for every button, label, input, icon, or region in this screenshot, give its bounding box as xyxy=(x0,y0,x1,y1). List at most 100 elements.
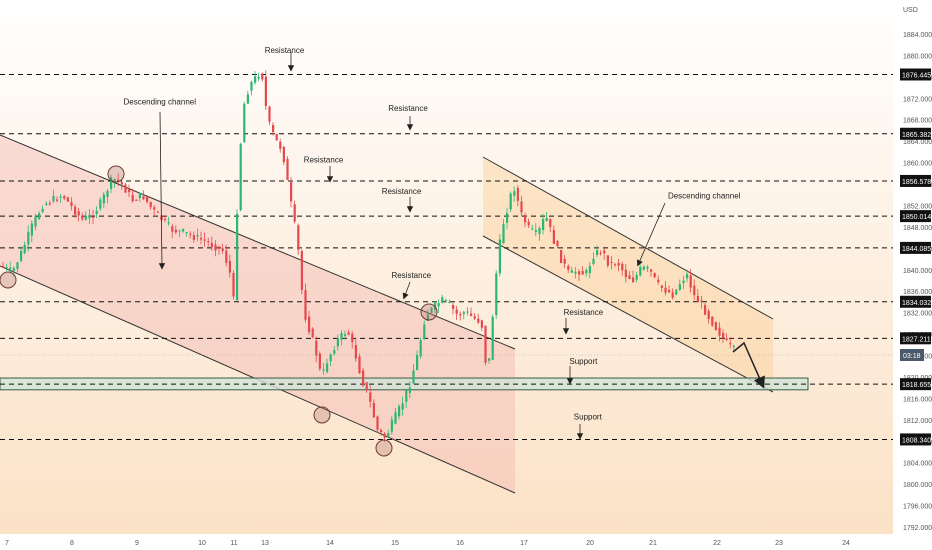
candle-body xyxy=(336,338,339,347)
x-tick-label: 7 xyxy=(5,540,9,547)
candle-body xyxy=(196,234,199,237)
candle-body xyxy=(567,266,570,270)
x-tick-label: 17 xyxy=(520,540,528,547)
candle-body xyxy=(340,332,343,340)
candle-body xyxy=(74,206,77,215)
candle-body xyxy=(606,255,609,266)
candle-body xyxy=(128,189,131,193)
right-channel-upper-line[interactable] xyxy=(482,156,774,320)
candle-body xyxy=(279,141,282,149)
candle-body xyxy=(27,231,30,245)
candle-body xyxy=(254,76,257,83)
annotation-label: Resistance xyxy=(388,104,428,113)
candle-body xyxy=(293,204,296,222)
candle-body xyxy=(142,196,145,200)
support-zone[interactable] xyxy=(0,377,809,391)
candle-body xyxy=(419,340,422,357)
candle-body xyxy=(365,382,368,391)
price-axis-background xyxy=(893,0,932,550)
candle-body xyxy=(556,241,559,247)
y-tick-label: 1852.000 xyxy=(903,203,932,210)
candle-body xyxy=(210,242,213,247)
candle-body xyxy=(732,346,735,348)
annotation-label: Descending channel xyxy=(124,98,197,107)
touch-circle xyxy=(313,406,331,424)
level-price-label: 1818.655 xyxy=(902,382,931,389)
candle-body xyxy=(725,338,728,340)
candle-body xyxy=(268,106,271,122)
candle-body xyxy=(488,358,491,361)
y-tick-label: 1880.000 xyxy=(903,53,932,60)
candle-body xyxy=(696,296,699,303)
candle-body xyxy=(563,259,566,264)
candle-body xyxy=(308,316,311,333)
candle-body xyxy=(502,224,505,244)
candle-body xyxy=(675,289,678,295)
touch-circle xyxy=(0,271,17,289)
candle-body xyxy=(99,199,102,209)
y-tick-label: 1860.000 xyxy=(903,161,932,168)
candle-body xyxy=(243,103,246,143)
candle-body xyxy=(671,292,674,298)
countdown-label: 03:18 xyxy=(903,353,921,360)
candle-body xyxy=(369,392,372,402)
candle-body xyxy=(315,340,318,356)
level-price-label: 1844.085 xyxy=(902,246,931,253)
candle-body xyxy=(200,238,203,240)
candle-body xyxy=(491,316,494,360)
candle-body xyxy=(477,318,480,323)
level-price-label: 1827.211 xyxy=(902,336,931,343)
left-channel-fill xyxy=(0,135,515,493)
y-tick-label: 1816.000 xyxy=(903,396,932,403)
y-tick-label: 1848.000 xyxy=(903,225,932,232)
candle-body xyxy=(272,125,275,133)
right-channel-lower-line[interactable] xyxy=(482,235,774,393)
left-channel-upper-line[interactable] xyxy=(0,134,516,350)
candle-body xyxy=(110,177,113,189)
candle-body xyxy=(617,262,620,266)
candle-body xyxy=(506,213,509,223)
candle-body xyxy=(192,235,195,240)
annotation-label: Resistance xyxy=(304,156,344,165)
level-price-badge xyxy=(900,210,931,223)
candle-body xyxy=(106,190,109,197)
level-price-label: 1865.382 xyxy=(902,132,931,139)
annotation-label: Resistance xyxy=(382,187,422,196)
level-price-badge xyxy=(900,127,931,140)
time-axis[interactable]: 7 8 9 10 11 13 14 15 16 17 20 21 22 23 24 xyxy=(5,540,850,547)
y-tick-label: 1840.000 xyxy=(903,268,932,275)
candle-body xyxy=(545,217,548,221)
candle-body xyxy=(635,274,638,280)
annotation-label: Support xyxy=(574,412,603,421)
projection-path xyxy=(732,341,765,389)
candle-body xyxy=(603,250,606,254)
candle-body xyxy=(473,316,476,319)
candle-body xyxy=(682,280,685,283)
candle-body xyxy=(38,213,41,219)
y-tick-label: 1832.000 xyxy=(903,311,932,318)
x-tick-label: 23 xyxy=(775,540,783,547)
level-price-badge xyxy=(900,295,931,308)
candle-body xyxy=(664,287,667,293)
candle-body xyxy=(102,194,105,204)
candle-body xyxy=(326,363,329,372)
candle-body xyxy=(275,134,278,141)
candle-body xyxy=(668,290,671,293)
candle-body xyxy=(646,266,649,269)
annotation-pointer xyxy=(402,281,411,300)
x-tick-label: 16 xyxy=(456,540,464,547)
x-tick-label: 15 xyxy=(391,540,399,547)
y-tick-label: 1796.000 xyxy=(903,504,932,511)
candle-body xyxy=(628,275,631,279)
candle-body xyxy=(290,182,293,202)
candle-body xyxy=(412,370,415,384)
candle-body xyxy=(218,246,221,248)
level-price-badge xyxy=(900,433,931,446)
candle-body xyxy=(347,332,350,335)
candle-body xyxy=(560,250,563,263)
candle-body xyxy=(174,229,177,233)
annotation-label: Support xyxy=(569,357,598,366)
candle-body xyxy=(77,211,80,216)
candle-body xyxy=(264,76,267,107)
